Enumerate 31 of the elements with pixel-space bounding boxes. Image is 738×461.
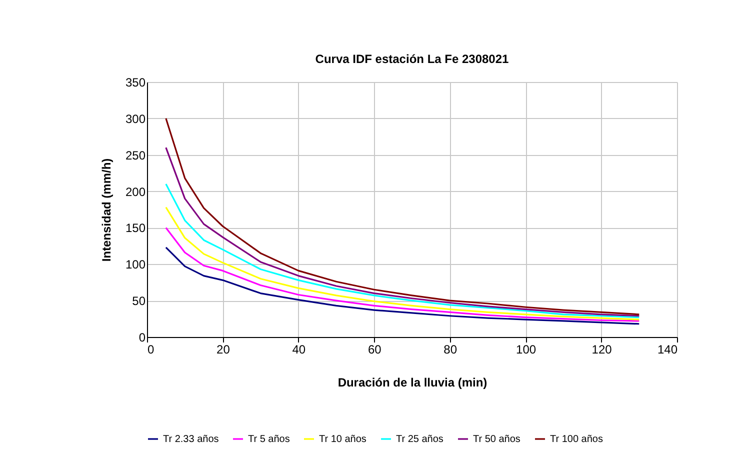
legend-label: Tr 2.33 años bbox=[163, 434, 219, 445]
line-series bbox=[165, 206, 640, 320]
x-tick-label: 40 bbox=[292, 342, 306, 356]
x-axis-title: Duración de la lluvia (min) bbox=[338, 376, 488, 390]
y-tick-label: 200 bbox=[125, 184, 146, 199]
y-tick-label: 100 bbox=[125, 258, 146, 272]
y-tick-label: 0 bbox=[138, 330, 146, 344]
x-tick-label: 60 bbox=[368, 342, 382, 356]
x-tick-label: 80 bbox=[444, 342, 458, 356]
line-series bbox=[165, 146, 640, 317]
y-tick-label: 300 bbox=[125, 112, 146, 126]
line-series bbox=[165, 226, 640, 322]
y-axis-title: Intensidad (mm/h) bbox=[99, 158, 114, 262]
y-tick-label: 350 bbox=[125, 76, 146, 90]
line-series bbox=[165, 246, 640, 325]
legend-label: Tr 5 años bbox=[248, 434, 290, 445]
chart-title: Curva IDF estación La Fe 2308021 bbox=[315, 52, 510, 66]
legend-label: Tr 100 años bbox=[550, 434, 603, 445]
legend-label: Tr 10 años bbox=[319, 434, 366, 445]
legend-label: Tr 50 años bbox=[473, 434, 520, 445]
y-tick-label: 250 bbox=[125, 148, 146, 162]
x-tick-label: 140 bbox=[657, 342, 678, 356]
x-tick-label: 20 bbox=[216, 342, 230, 356]
legend-label: Tr 25 años bbox=[396, 434, 444, 445]
x-tick-label: 100 bbox=[516, 342, 536, 356]
x-tick-label: 120 bbox=[592, 342, 612, 356]
y-tick-label: 50 bbox=[132, 294, 146, 308]
x-tick-label: 0 bbox=[148, 342, 154, 356]
y-tick-label: 150 bbox=[125, 221, 146, 236]
line-series bbox=[165, 183, 640, 318]
line-series bbox=[165, 118, 640, 316]
